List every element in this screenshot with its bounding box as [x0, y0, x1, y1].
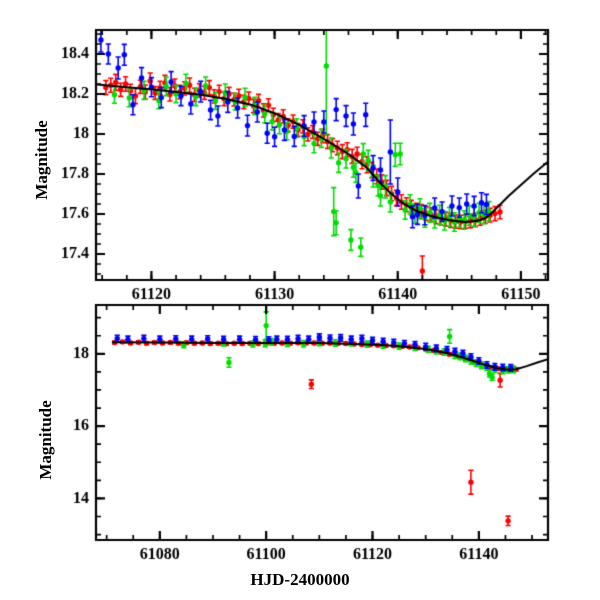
top-panel-y-axis-label: Magnitude: [32, 120, 51, 200]
bottom-panel-x-axis-label: HJD-2400000: [250, 570, 350, 589]
bottom-panel-y-axis-label: Magnitude: [36, 400, 55, 480]
